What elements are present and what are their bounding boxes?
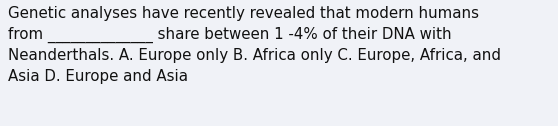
Text: Genetic analyses have recently revealed that modern humans
from ______________ s: Genetic analyses have recently revealed … — [8, 6, 501, 84]
